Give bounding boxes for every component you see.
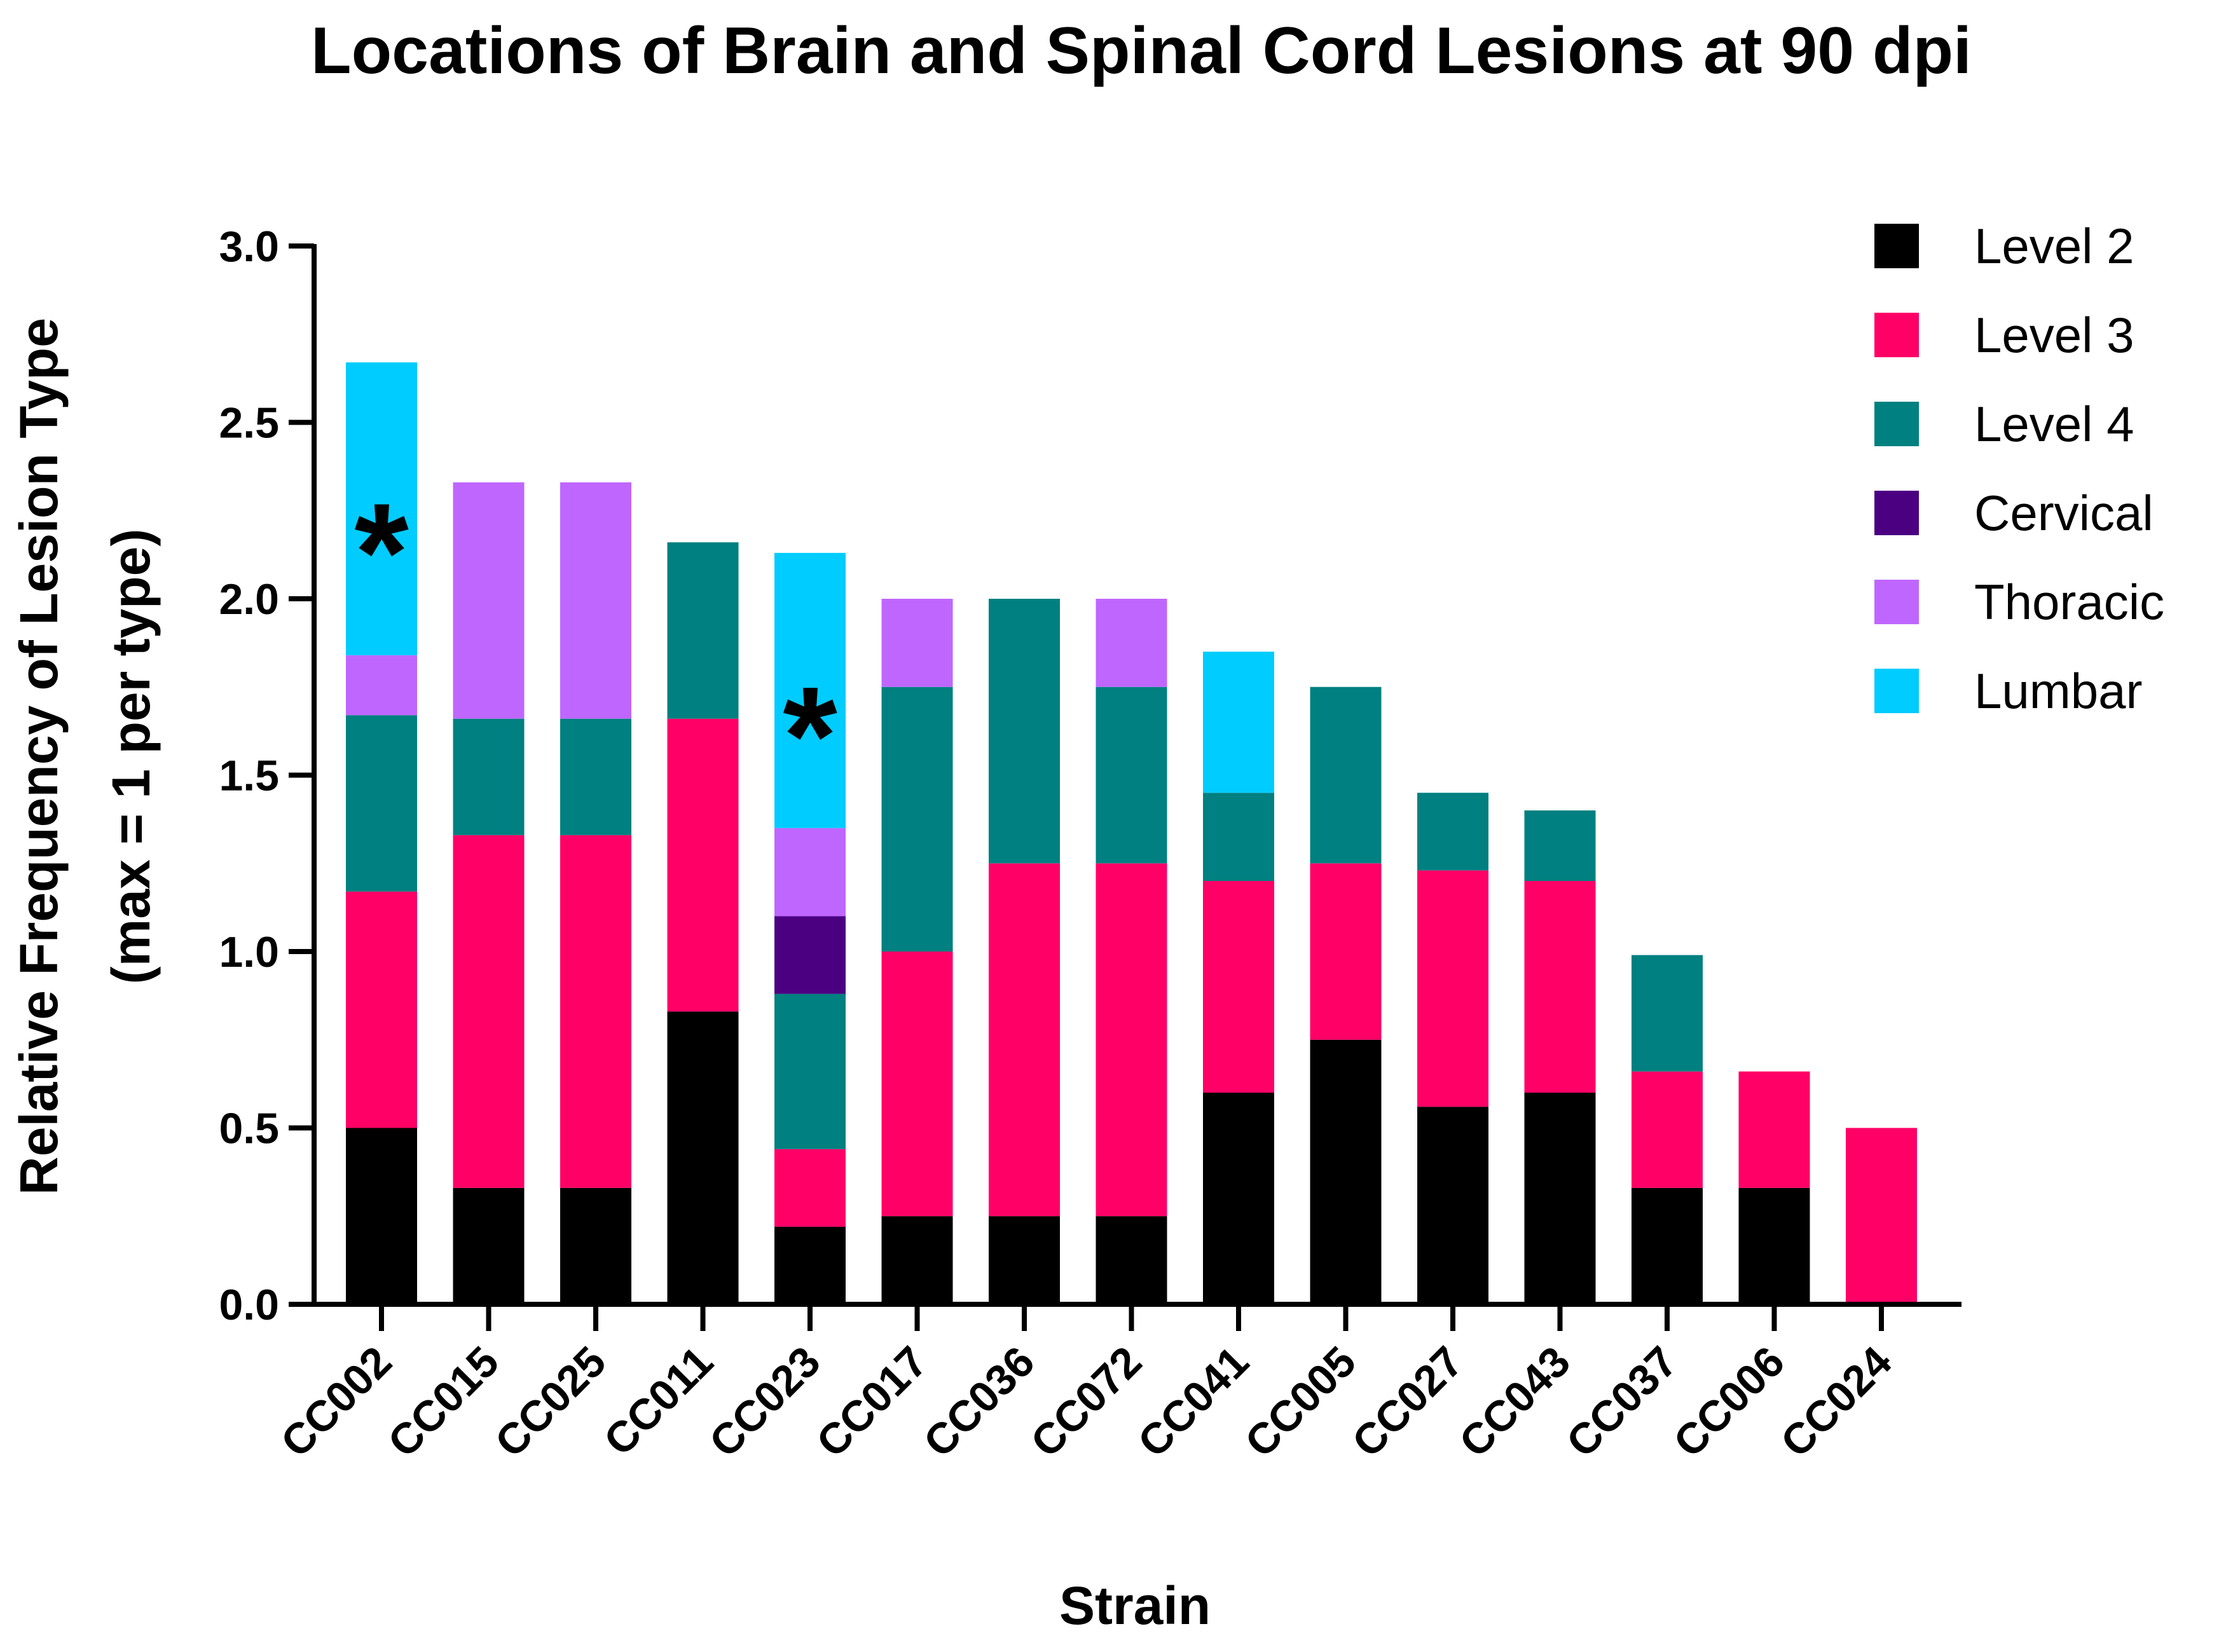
legend-label-level-3: Level 3 — [1974, 307, 2134, 363]
y-tick-label: 0.0 — [219, 1281, 279, 1329]
bar-CC037-level-4 — [1632, 955, 1703, 1072]
bar-CC023-level-4 — [774, 993, 846, 1149]
bar-CC017-level-3 — [881, 952, 953, 1217]
bar-CC025-level-4 — [560, 718, 631, 835]
bar-CC041-lumbar — [1203, 652, 1274, 793]
bar-CC015-thoracic — [453, 482, 525, 719]
bar-CC027-level-2 — [1417, 1107, 1488, 1304]
y-tick-label: 2.5 — [219, 399, 279, 447]
bar-CC043-level-4 — [1524, 810, 1596, 881]
bar-CC036-level-3 — [989, 863, 1060, 1217]
bar-CC072-level-3 — [1096, 863, 1167, 1217]
y-tick-label: 0.5 — [219, 1105, 279, 1153]
bar-CC023-level-3 — [774, 1149, 846, 1227]
bar-CC005-level-4 — [1310, 686, 1382, 864]
legend-swatch-cervical — [1874, 491, 1919, 535]
x-tick-label-CC043: CC043 — [1450, 1337, 1579, 1466]
bar-CC015-level-3 — [453, 835, 525, 1188]
bar-CC023-level-2 — [774, 1226, 846, 1304]
bar-CC017-thoracic — [881, 599, 953, 687]
x-tick-label-CC036: CC036 — [914, 1337, 1043, 1466]
bar-CC027-level-4 — [1417, 793, 1488, 871]
bar-CC006-level-2 — [1738, 1187, 1810, 1304]
y-tick-label: 1.0 — [219, 928, 279, 976]
legend-label-level-4: Level 4 — [1974, 396, 2134, 452]
bar-CC006-level-3 — [1738, 1071, 1810, 1188]
bar-CC037-level-3 — [1632, 1071, 1703, 1188]
bar-CC043-level-3 — [1524, 881, 1596, 1093]
bar-CC005-level-3 — [1310, 863, 1382, 1040]
legend-swatch-thoracic — [1874, 580, 1919, 624]
x-tick-label-CC041: CC041 — [1129, 1337, 1258, 1466]
bar-CC002-level-3 — [346, 891, 417, 1128]
legend-swatch-level-3 — [1874, 313, 1919, 357]
bar-CC024-level-3 — [1846, 1128, 1917, 1304]
bar-CC002-level-2 — [346, 1128, 417, 1304]
bar-CC027-level-3 — [1417, 870, 1488, 1107]
x-tick-label-CC027: CC027 — [1343, 1337, 1472, 1466]
legend-swatch-level-2 — [1874, 224, 1919, 268]
x-tick-label-CC005: CC005 — [1236, 1337, 1365, 1466]
bar-CC041-level-2 — [1203, 1093, 1274, 1304]
bar-CC002-thoracic — [346, 655, 417, 716]
bar-CC023-lumbar — [774, 552, 846, 828]
bar-CC036-level-4 — [989, 599, 1060, 864]
bar-CC005-level-2 — [1310, 1039, 1382, 1304]
legend-swatch-lumbar — [1874, 669, 1919, 713]
x-tick-label-CC002: CC002 — [271, 1337, 401, 1466]
bar-CC017-level-2 — [881, 1216, 953, 1304]
y-tick-label: 3.0 — [219, 222, 279, 271]
bar-CC002-lumbar — [346, 362, 417, 655]
significance-marker-CC002: * — [354, 474, 409, 631]
legend-label-cervical: Cervical — [1974, 485, 2154, 541]
x-tick-label-CC037: CC037 — [1557, 1337, 1686, 1466]
x-tick-label-CC006: CC006 — [1665, 1337, 1794, 1466]
bar-CC025-level-2 — [560, 1187, 631, 1304]
significance-marker-CC023: * — [783, 658, 837, 814]
bar-CC025-level-3 — [560, 835, 631, 1188]
bar-CC011-level-4 — [667, 542, 739, 719]
x-tick-label-CC011: CC011 — [594, 1337, 722, 1465]
y-axis-title: Relative Frequency of Lesion Type (max =… — [9, 318, 161, 1195]
chart-title: Locations of Brain and Spinal Cord Lesio… — [311, 14, 1972, 88]
x-tick-label-CC015: CC015 — [379, 1337, 508, 1466]
bar-CC072-thoracic — [1096, 599, 1167, 687]
bar-CC023-cervical — [774, 916, 846, 994]
plot-area: 0.00.51.01.52.02.53.0CC002CC015CC025CC01… — [219, 222, 1962, 1466]
bar-CC043-level-2 — [1524, 1093, 1596, 1304]
bar-CC011-level-2 — [667, 1011, 739, 1304]
legend-swatch-level-4 — [1874, 402, 1919, 446]
x-tick-label-CC024: CC024 — [1771, 1337, 1901, 1467]
y-tick-label: 1.5 — [219, 752, 279, 800]
bar-CC041-level-4 — [1203, 793, 1274, 881]
legend-label-level-2: Level 2 — [1974, 218, 2134, 274]
legend: Level 2 Level 3 Level 4 Cervical Thoracic Lum… — [1874, 218, 2164, 719]
bar-CC036-level-2 — [989, 1216, 1060, 1304]
bar-CC015-level-2 — [453, 1187, 525, 1304]
bar-CC017-level-4 — [881, 686, 953, 952]
x-axis-title: Strain — [1059, 1576, 1211, 1635]
x-tick-label-CC017: CC017 — [807, 1337, 937, 1466]
bar-CC025-thoracic — [560, 482, 631, 719]
legend-label-thoracic: Thoracic — [1974, 574, 2164, 630]
x-tick-label-CC072: CC072 — [1022, 1337, 1151, 1466]
bar-CC072-level-4 — [1096, 686, 1167, 864]
bar-CC072-level-2 — [1096, 1216, 1167, 1304]
x-tick-label-CC025: CC025 — [486, 1337, 615, 1466]
y-tick-label: 2.0 — [219, 575, 279, 624]
y-axis-title-line2: (max = 1 per type) — [101, 529, 161, 985]
bar-CC023-thoracic — [774, 828, 846, 917]
y-axis-title-line1: Relative Frequency of Lesion Type — [9, 318, 69, 1195]
bar-CC041-level-3 — [1203, 881, 1274, 1093]
x-tick-label-CC023: CC023 — [700, 1337, 829, 1466]
legend-label-lumbar: Lumbar — [1974, 663, 2142, 719]
bar-CC015-level-4 — [453, 718, 525, 835]
bar-CC011-level-3 — [667, 718, 739, 1012]
bar-CC002-level-4 — [346, 715, 417, 892]
bar-CC037-level-2 — [1632, 1187, 1703, 1304]
